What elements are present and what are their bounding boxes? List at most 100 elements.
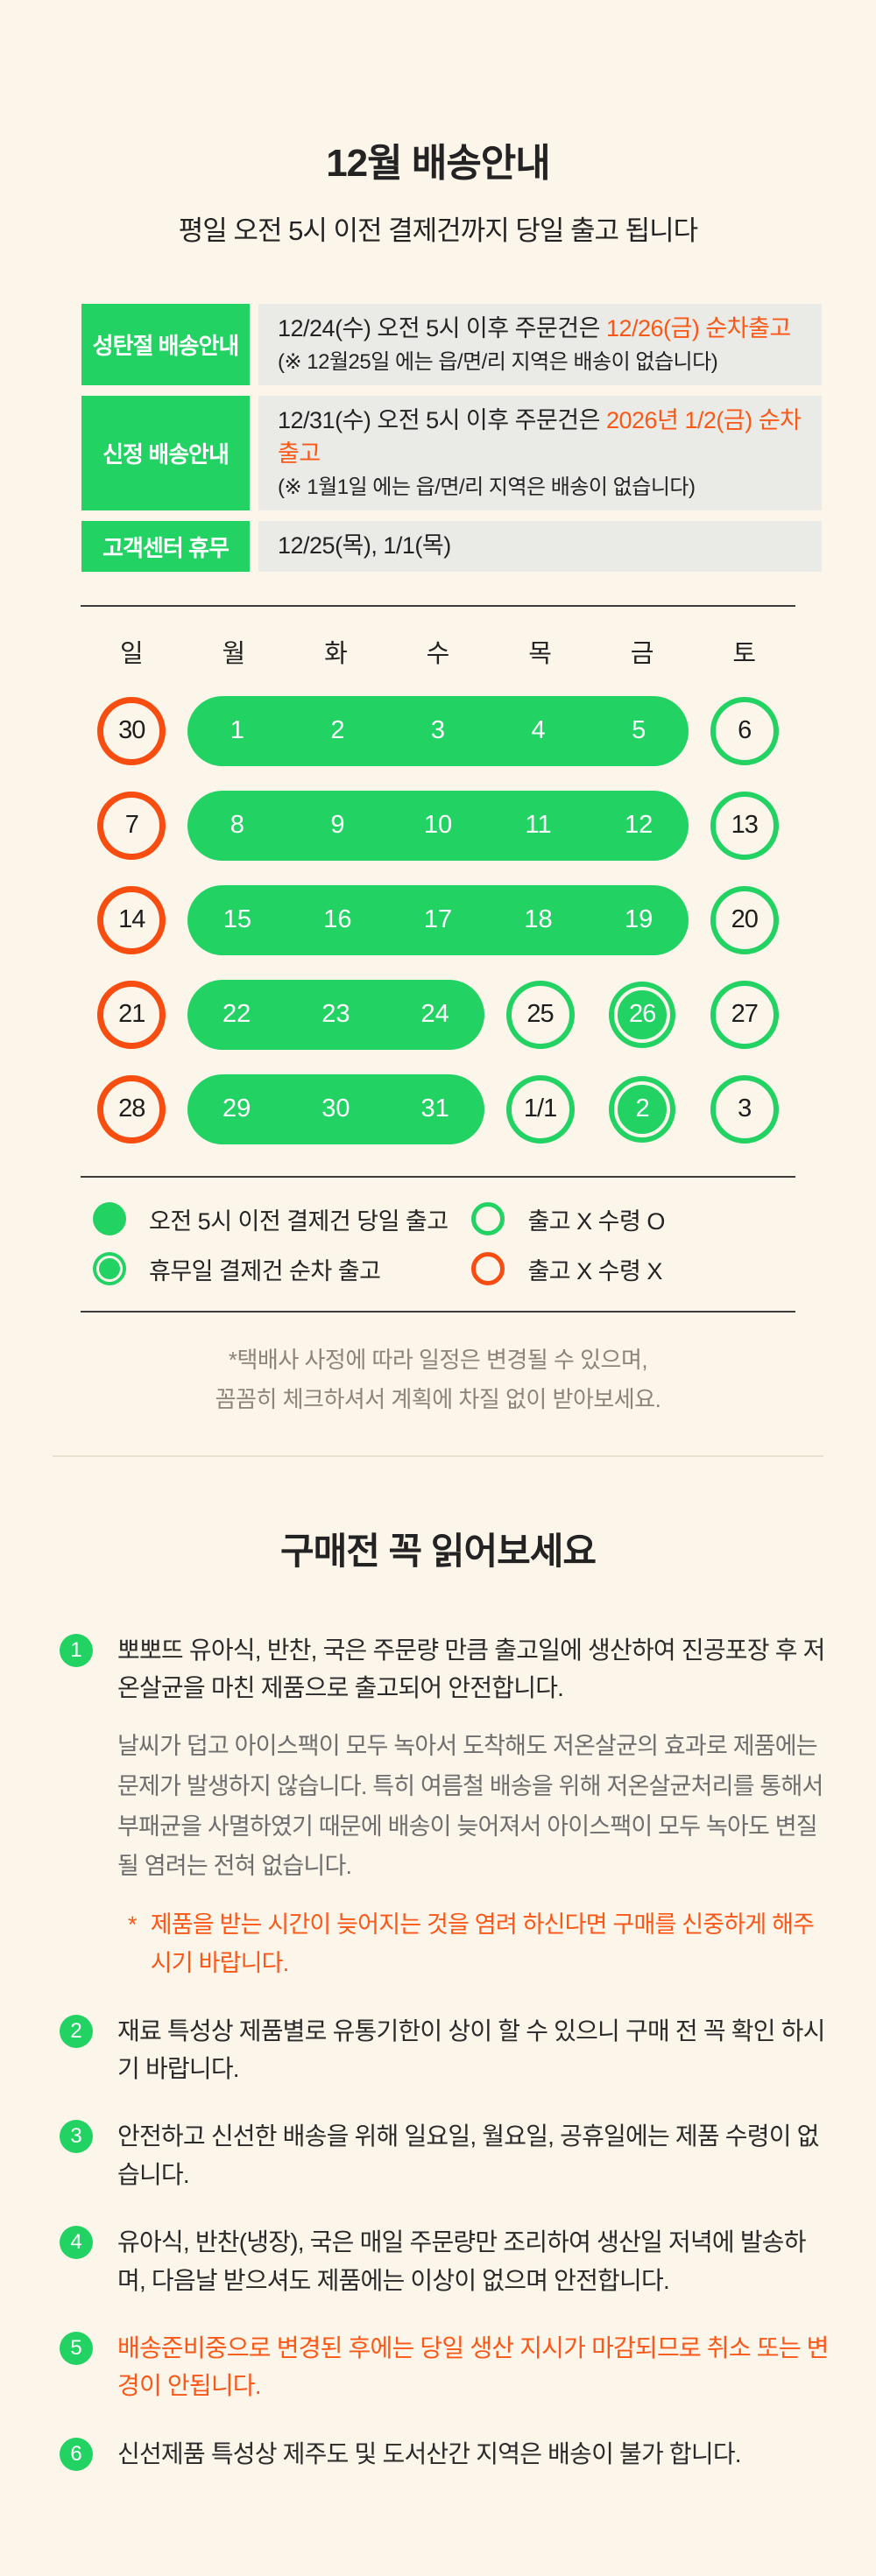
sequential-ship-date-circle: 2 bbox=[614, 1080, 671, 1137]
calendar-cell: 13 bbox=[693, 791, 795, 861]
calendar-date: 19 bbox=[625, 905, 653, 934]
calendar-cell: 27 bbox=[693, 980, 795, 1050]
calendar-date: 9 bbox=[330, 811, 345, 840]
day-header: 토 bbox=[732, 639, 757, 668]
holiday-date-circle: 7 bbox=[97, 791, 166, 860]
notice-label: 성탄절 배송안내 bbox=[81, 304, 250, 386]
notice-line-1-text: 12/25(목), 1/1(목) bbox=[278, 532, 451, 560]
item-text: 신선제품 특성상 제주도 및 도서산간 지역은 배송이 불가 합니다. bbox=[117, 2439, 742, 2467]
day-header: 일 bbox=[119, 639, 144, 668]
item-subtext: 날씨가 덥고 아이스팩이 모두 녹아서 도착해도 저온살균의 효과로 제품에는 … bbox=[117, 1732, 823, 1880]
page-header: 12월 배송안내 평일 오전 5시 이전 결제건까지 당일 출고 됩니다 bbox=[0, 131, 876, 248]
item-warning-text: 제품을 받는 시간이 늦어지는 것을 염려 하신다면 구매를 신중하게 해주시기… bbox=[150, 1911, 815, 1976]
calendar-cell: 30 bbox=[81, 696, 183, 766]
day-header: 수 bbox=[426, 639, 450, 668]
notice-line-2: (※ 12월25일 에는 읍/면/리 지역은 배송이 없습니다) bbox=[278, 349, 718, 374]
calendar-cell: 14 bbox=[81, 885, 183, 955]
calendar-date: 5 bbox=[632, 716, 646, 745]
item-text: 배송준비중으로 변경된 후에는 당일 생산 지시가 마감되므로 취소 또는 변경… bbox=[117, 2334, 829, 2400]
notice-row: 성탄절 배송안내 12/24(수) 오전 5시 이후 주문건은 12/26(금) … bbox=[81, 304, 822, 386]
calendar-date: 12 bbox=[625, 811, 653, 840]
day-header: 화 bbox=[324, 639, 348, 668]
pickup-ok-date-circle: 13 bbox=[710, 791, 779, 860]
calendar-week-row: 14 15 16 17 18 19 20 bbox=[81, 884, 795, 955]
notice-line-1-text: 12/31(수) 오전 5시 이후 주문건은 bbox=[278, 407, 606, 434]
calendar-cell: 7 bbox=[81, 791, 183, 861]
calendar-cell: 20 bbox=[693, 885, 795, 955]
item-text: 안전하고 신선한 배송을 위해 일요일, 월요일, 공휴일에는 제품 수령이 없… bbox=[117, 2122, 819, 2188]
calendar-date: 8 bbox=[230, 811, 244, 840]
legend-filled-circle-icon bbox=[93, 1202, 126, 1236]
calendar-week-row: 21 22 23 24 25 26 27 bbox=[81, 979, 795, 1050]
item-number-badge: 4 bbox=[60, 2226, 93, 2260]
notice-line-1-highlight: 2026년 1/2(금) 순차출고 bbox=[278, 407, 802, 467]
calendar-top-divider bbox=[81, 604, 795, 607]
read-before-heading: 구매전 꼭 읽어보세요 bbox=[279, 1530, 597, 1572]
calendar-date: 24 bbox=[420, 1000, 449, 1029]
notice-content: 12/31(수) 오전 5시 이후 주문건은 2026년 1/2(금) 순차출고… bbox=[258, 396, 822, 511]
notice-row: 고객센터 휴무 12/25(목), 1/1(목) bbox=[81, 521, 822, 572]
notice-line-1-highlight: 12/26(금) 순차출고 bbox=[605, 315, 791, 341]
holiday-date-circle: 28 bbox=[97, 1074, 166, 1144]
read-before-item: 2 재료 특성상 제품별로 유통기한이 상이 할 수 있으니 구매 전 꼭 확인 … bbox=[60, 2012, 830, 2088]
calendar-date: 3 bbox=[430, 716, 446, 745]
calendar-date: 4 bbox=[531, 716, 546, 745]
item-body: 유아식, 반찬(냉장), 국은 매일 주문량만 조리하여 생산일 저녁에 발송하… bbox=[117, 2223, 829, 2299]
calendar-legend: 오전 5시 이전 결제건 당일 출고 출고 X 수령 O 휴무일 결제건 순차 출고… bbox=[81, 1202, 795, 1286]
item-number-badge: 1 bbox=[60, 1633, 93, 1667]
item-warning: * 제품을 받는 시간이 늦어지는 것을 염려 하신다면 구매를 신중하게 해주시… bbox=[117, 1906, 829, 1981]
notice-line-1: 12/24(수) 오전 5시 이후 주문건은 12/26(금) 순차출고 bbox=[278, 313, 813, 346]
read-before-item: 5 배송준비중으로 변경된 후에는 당일 생산 지시가 마감되므로 취소 또는 변… bbox=[60, 2329, 830, 2405]
pickup-ok-date-circle: 3 bbox=[710, 1074, 779, 1144]
legend-holiday-circle-icon bbox=[471, 1252, 505, 1286]
item-number-badge: 6 bbox=[60, 2437, 93, 2471]
item-text: 뽀뽀뜨 유아식, 반찬, 국은 주문량 만큼 출고일에 생산하여 진공포장 후 … bbox=[117, 1636, 825, 1702]
calendar-date: 31 bbox=[420, 1094, 449, 1123]
legend-open-circle-icon bbox=[471, 1202, 505, 1236]
calendar-cell: 1/1 bbox=[489, 1074, 591, 1144]
page-title: 12월 배송안내 bbox=[326, 142, 551, 185]
item-number-badge: 2 bbox=[60, 2014, 93, 2048]
calendar-cell: 2 bbox=[591, 1074, 694, 1144]
calendar-cell: 3 bbox=[693, 1074, 795, 1144]
calendar-cell: 25 bbox=[489, 980, 591, 1050]
holiday-date-circle: 14 bbox=[97, 885, 166, 954]
calendar-week-row: 30 1 2 3 4 5 6 bbox=[81, 695, 795, 766]
day-header: 금 bbox=[630, 639, 654, 668]
calendar-date: 17 bbox=[423, 905, 453, 934]
legend-label: 출고 X 수령 O bbox=[527, 1207, 665, 1235]
shipping-day-pill: 8 9 10 11 12 bbox=[187, 790, 689, 861]
notice-row: 신정 배송안내 12/31(수) 오전 5시 이후 주문건은 2026년 1/2(… bbox=[81, 396, 822, 511]
legend-item: 출고 X 수령 O bbox=[459, 1202, 795, 1236]
shipping-day-pill: 1 2 3 4 5 bbox=[187, 695, 689, 766]
page-subtitle: 평일 오전 5시 이전 결제건까지 당일 출고 됩니다 bbox=[178, 215, 698, 246]
legend-label: 출고 X 수령 X bbox=[527, 1257, 662, 1284]
calendar-cell: 6 bbox=[693, 696, 795, 766]
legend-item: 출고 X 수령 X bbox=[459, 1252, 795, 1286]
notice-content: 12/25(목), 1/1(목) bbox=[258, 521, 822, 572]
calendar-date: 2 bbox=[330, 716, 345, 745]
read-before-item: 6 신선제품 특성상 제주도 및 도서산간 지역은 배송이 불가 합니다. bbox=[60, 2435, 830, 2473]
notice-content: 12/24(수) 오전 5시 이후 주문건은 12/26(금) 순차출고 (※ 1… bbox=[258, 304, 822, 386]
item-body: 뽀뽀뜨 유아식, 반찬, 국은 주문량 만큼 출고일에 생산하여 진공포장 후 … bbox=[117, 1631, 829, 1982]
calendar-cell: 21 bbox=[81, 980, 183, 1050]
item-body: 배송준비중으로 변경된 후에는 당일 생산 지시가 마감되므로 취소 또는 변경… bbox=[117, 2329, 829, 2405]
item-body: 신선제품 특성상 제주도 및 도서산간 지역은 배송이 불가 합니다. bbox=[117, 2435, 829, 2473]
sequential-ship-date-circle: 26 bbox=[614, 986, 671, 1043]
calendar-grid: 30 1 2 3 4 5 6 7 8 9 10 11 12 13 14 15 16 17 18 19 20 21 22 23 2… bbox=[81, 695, 795, 1144]
item-body: 안전하고 신선한 배송을 위해 일요일, 월요일, 공휴일에는 제품 수령이 없… bbox=[117, 2117, 829, 2193]
calendar-footnote: *택배사 사정에 따라 일정은 변경될 수 있으며, 꼼꼼히 체크하셔서 계획에… bbox=[0, 1341, 876, 1420]
notice-line-1-text: 12/24(수) 오전 5시 이후 주문건은 bbox=[278, 315, 606, 341]
calendar-cell: 26 bbox=[591, 980, 694, 1050]
legend-label: 휴무일 결제건 순차 출고 bbox=[149, 1257, 381, 1284]
read-before-item: 1 뽀뽀뜨 유아식, 반찬, 국은 주문량 만큼 출고일에 생산하여 진공포장 후… bbox=[60, 1631, 830, 1982]
legend-bottom-divider bbox=[81, 1310, 795, 1313]
calendar-week-row: 7 8 9 10 11 12 13 bbox=[81, 790, 795, 861]
item-text: 유아식, 반찬(냉장), 국은 매일 주문량만 조리하여 생산일 저녁에 발송하… bbox=[117, 2228, 807, 2294]
section-divider bbox=[53, 1454, 823, 1457]
calendar-date: 29 bbox=[223, 1094, 251, 1123]
legend-item: 휴무일 결제건 순차 출고 bbox=[81, 1252, 459, 1286]
item-number-badge: 5 bbox=[60, 2332, 93, 2366]
